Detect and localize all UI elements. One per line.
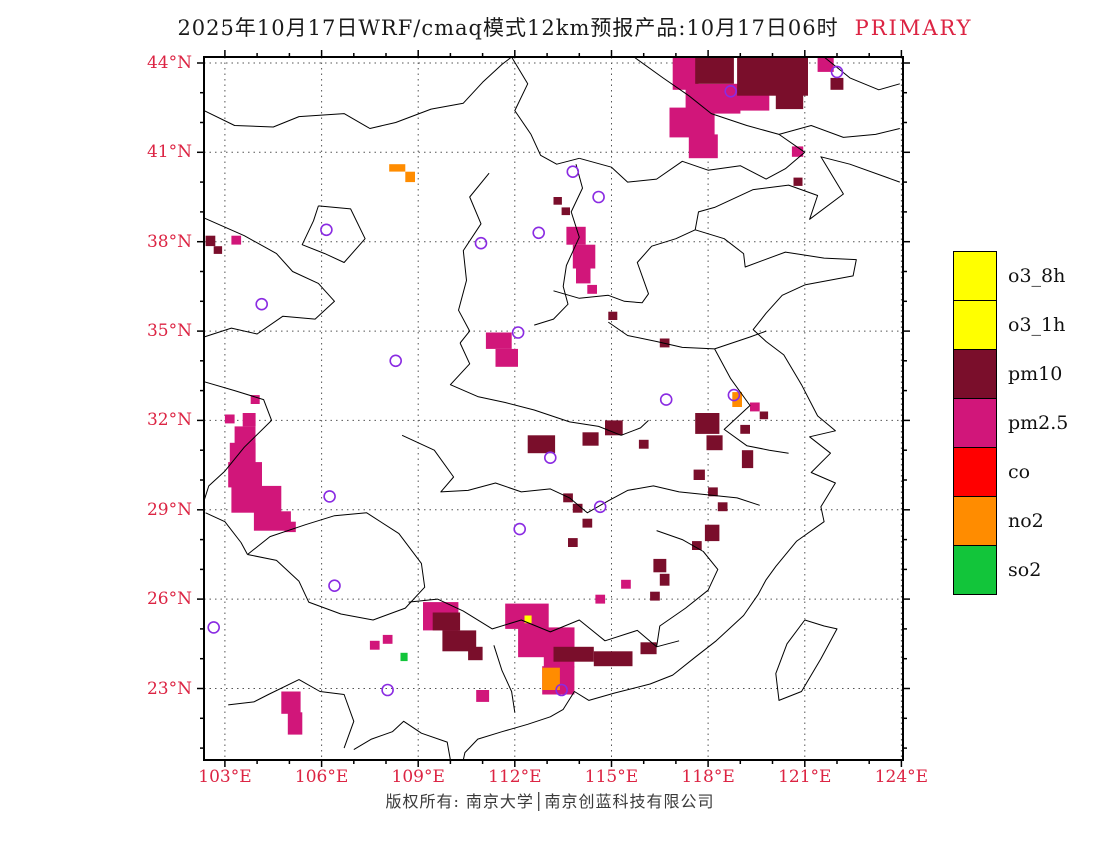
copyright-footer: 版权所有: 南京大学│南京创蓝科技有限公司: [0, 788, 1100, 812]
legend-swatch-co: [953, 447, 997, 497]
legend-label-pm2_5: pm2.5: [1008, 412, 1069, 434]
title-tag: PRIMARY: [854, 16, 973, 40]
legend-label-pm10: pm10: [1008, 363, 1063, 385]
lat-tick-label: 44°N: [146, 52, 192, 73]
legend-swatch-so2: [953, 545, 997, 595]
legend-swatch-o3_8h: [953, 251, 997, 301]
legend-swatch-pm10: [953, 349, 997, 399]
legend-item-co: co: [953, 447, 1068, 497]
lat-tick-label: 23°N: [146, 678, 192, 699]
lon-tick-label: 112°E: [488, 767, 542, 787]
lat-tick-label: 29°N: [146, 499, 192, 520]
legend-item-o3_1h: o3_1h: [953, 300, 1068, 350]
legend-label-co: co: [1008, 461, 1031, 483]
lon-tick-label: 124°E: [874, 767, 929, 787]
lon-tick-label: 103°E: [198, 767, 252, 787]
lon-tick-label: 121°E: [778, 767, 832, 787]
legend-swatch-pm2_5: [953, 398, 997, 448]
page-title: 2025年10月17日WRF/cmaq模式12km预报产品:10月17日06时 P…: [0, 12, 1100, 42]
legend-item-so2: so2: [953, 545, 1068, 595]
lon-tick-label: 115°E: [584, 767, 639, 787]
copyright-text: 版权所有: 南京大学│南京创蓝科技有限公司: [385, 792, 715, 811]
lon-tick-label: 109°E: [391, 767, 445, 787]
legend-label-o3_8h: o3_8h: [1008, 265, 1066, 287]
lat-tick-label: 41°N: [146, 142, 192, 163]
legend-swatch-o3_1h: [953, 300, 997, 350]
legend-item-pm2_5: pm2.5: [953, 398, 1068, 448]
title-text: 2025年10月17日WRF/cmaq模式12km预报产品:10月17日06时: [177, 16, 839, 40]
lat-tick-label: 32°N: [146, 410, 192, 431]
lon-tick-label: 118°E: [681, 767, 735, 787]
lat-tick-label: 38°N: [146, 231, 192, 252]
lon-tick-label: 106°E: [294, 767, 349, 787]
legend-item-o3_8h: o3_8h: [953, 251, 1068, 301]
lat-tick-label: 35°N: [146, 321, 192, 342]
legend-label-so2: so2: [1008, 559, 1042, 581]
legend-label-o3_1h: o3_1h: [1008, 314, 1066, 336]
legend-item-no2: no2: [953, 496, 1068, 546]
legend-swatch-no2: [953, 496, 997, 546]
pollutant-legend: o3_8h o3_1h pm10 pm2.5 co no2 so2: [953, 251, 1068, 595]
forecast-map: [197, 50, 910, 767]
lat-tick-label: 26°N: [146, 589, 192, 610]
legend-item-pm10: pm10: [953, 349, 1068, 399]
legend-label-no2: no2: [1008, 510, 1044, 532]
